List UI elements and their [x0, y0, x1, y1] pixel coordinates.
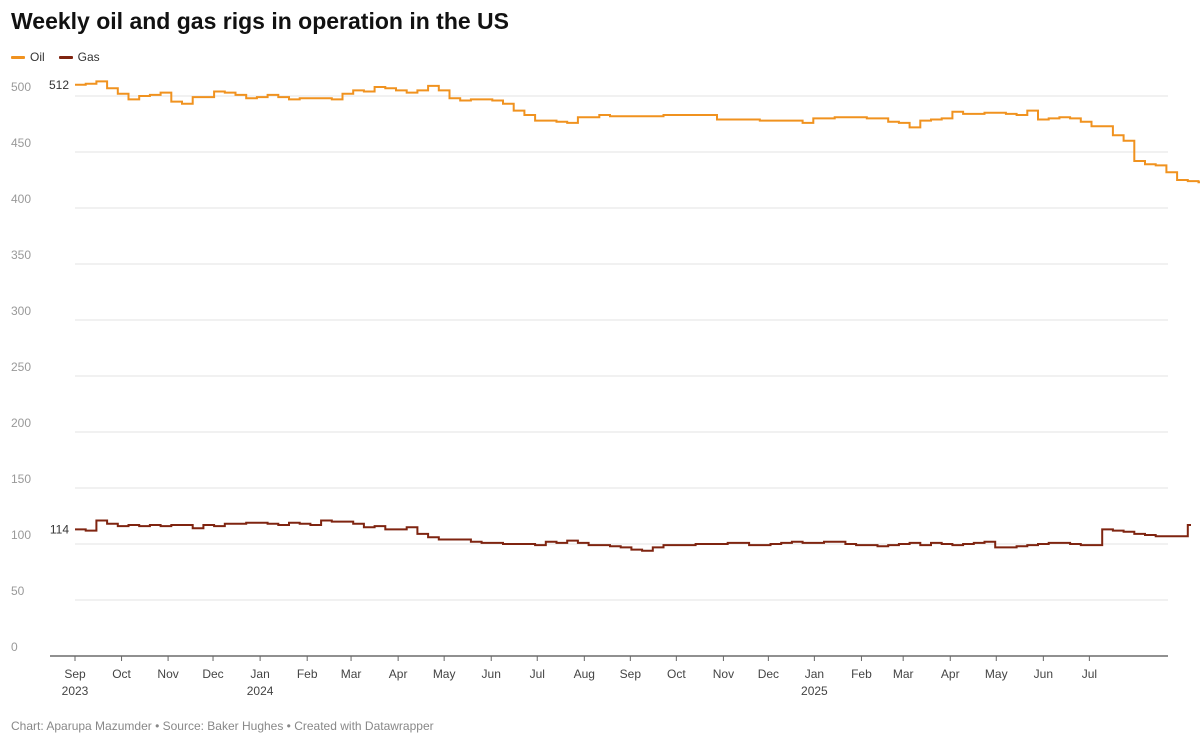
- footer-credits: Chart: Aparupa Mazumder • Source: Baker …: [11, 719, 434, 733]
- y-tick-label-100: 100: [11, 528, 31, 542]
- x-tick-label-jul: Jul: [530, 667, 545, 681]
- legend-item-gas: Gas: [58, 50, 100, 64]
- x-tick-year-2023: 2023: [62, 684, 89, 698]
- legend: Oil Gas: [11, 50, 100, 64]
- x-tick-label-may: May: [985, 667, 1008, 681]
- legend-swatch-gas: [58, 55, 73, 59]
- y-tick-label-0: 0: [11, 640, 18, 654]
- y-tick-label-350: 350: [11, 248, 31, 262]
- x-tick-label-feb: Feb: [297, 667, 318, 681]
- y-tick-label-450: 450: [11, 136, 31, 150]
- x-tick-label-sep: Sep: [64, 667, 86, 681]
- legend-label-oil: Oil: [30, 50, 45, 64]
- x-tick-label-dec: Dec: [202, 667, 223, 681]
- y-tick-label-250: 250: [11, 360, 31, 374]
- x-tick-label-mar: Mar: [341, 667, 362, 681]
- x-tick-label-oct: Oct: [112, 667, 131, 681]
- x-tick-label-jan: Jan: [250, 667, 269, 681]
- y-tick-label-400: 400: [11, 192, 31, 206]
- x-tick-label-apr: Apr: [941, 667, 960, 681]
- legend-item-oil: Oil: [11, 50, 45, 64]
- series-start-label-gas: 114: [50, 522, 69, 536]
- x-tick-label-apr: Apr: [389, 667, 408, 681]
- x-tick-year-2025: 2025: [801, 684, 828, 698]
- legend-label-gas: Gas: [77, 50, 100, 64]
- series-start-label-oil: 512: [49, 78, 69, 92]
- x-tick-label-may: May: [433, 667, 456, 681]
- x-tick-label-oct: Oct: [667, 667, 686, 681]
- x-tick-label-jun: Jun: [482, 667, 501, 681]
- series-line-oil: [75, 80, 1200, 184]
- x-tick-label-feb: Feb: [851, 667, 872, 681]
- series-line-gas: [75, 519, 1191, 552]
- x-tick-label-nov: Nov: [157, 667, 178, 681]
- y-tick-label-150: 150: [11, 472, 31, 486]
- x-tick-label-jan: Jan: [805, 667, 824, 681]
- x-tick-year-2024: 2024: [247, 684, 274, 698]
- x-tick-label-jul: Jul: [1082, 667, 1097, 681]
- legend-swatch-oil: [11, 55, 25, 59]
- y-tick-label-50: 50: [11, 584, 25, 598]
- y-tick-label-500: 500: [11, 80, 31, 94]
- x-tick-label-sep: Sep: [620, 667, 642, 681]
- chart-title: Weekly oil and gas rigs in operation in …: [11, 8, 510, 34]
- x-tick-label-mar: Mar: [893, 667, 914, 681]
- y-tick-label-300: 300: [11, 304, 31, 318]
- x-tick-label-aug: Aug: [574, 667, 595, 681]
- x-tick-label-dec: Dec: [758, 667, 779, 681]
- y-tick-label-200: 200: [11, 416, 31, 430]
- x-tick-label-nov: Nov: [713, 667, 734, 681]
- x-tick-label-jun: Jun: [1034, 667, 1053, 681]
